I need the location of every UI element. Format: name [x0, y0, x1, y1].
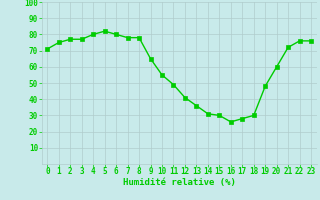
X-axis label: Humidité relative (%): Humidité relative (%): [123, 178, 236, 187]
